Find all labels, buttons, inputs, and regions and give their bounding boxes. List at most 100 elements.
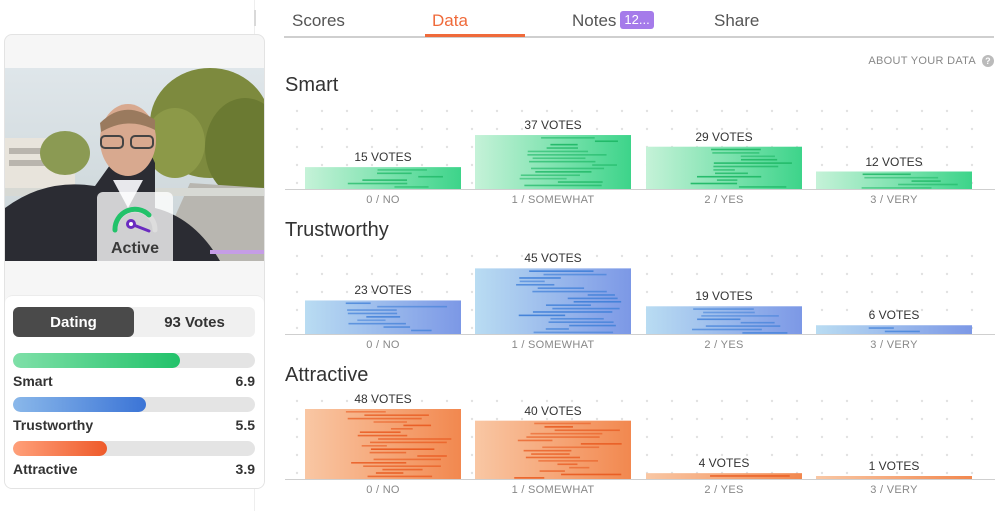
category-label: 0 / NO bbox=[366, 484, 400, 496]
category-label: 3 / VERY bbox=[870, 339, 918, 351]
bar[interactable] bbox=[305, 409, 461, 479]
bar-stripe bbox=[531, 453, 570, 455]
grid-dot bbox=[820, 417, 824, 421]
bar-stripe bbox=[377, 172, 412, 175]
bar-stripe bbox=[569, 324, 616, 327]
votes-tab[interactable]: 93 Votes bbox=[164, 313, 225, 331]
bar-stripe bbox=[573, 300, 622, 303]
bar-stripe bbox=[554, 429, 620, 432]
bar-stripe bbox=[550, 143, 578, 146]
grid-dot bbox=[920, 109, 924, 113]
grid-dot bbox=[970, 308, 974, 312]
grid-dot bbox=[895, 471, 899, 475]
grid-dot bbox=[370, 272, 374, 276]
grid-dot bbox=[770, 417, 774, 421]
bar-stripe bbox=[394, 186, 429, 188]
tab-label: Scores bbox=[292, 11, 345, 30]
bar-value-label: 40 VOTES bbox=[524, 403, 582, 418]
grid-dot bbox=[645, 435, 649, 439]
grid-dot bbox=[570, 254, 574, 258]
grid-dot bbox=[470, 326, 474, 330]
bar-stripe bbox=[527, 154, 607, 156]
grid-dot bbox=[695, 272, 699, 276]
bar-stripe bbox=[738, 186, 787, 188]
bar-stripe bbox=[373, 458, 441, 461]
grid-dot bbox=[470, 471, 474, 475]
tab-data[interactable]: Data bbox=[432, 11, 468, 31]
bar[interactable] bbox=[816, 476, 972, 479]
chart-trustworthy: 23 VOTES 0 / NO 45 VOTES 1 / SOMEWHAT 19 VOT… bbox=[285, 244, 995, 364]
bar-stripe bbox=[357, 434, 408, 437]
grid-dot bbox=[495, 109, 499, 113]
bar-stripe bbox=[587, 294, 615, 296]
grid-dot bbox=[620, 109, 624, 113]
profile-photo[interactable]: Active bbox=[5, 68, 264, 261]
status-label: Active bbox=[110, 240, 160, 257]
tab-scores[interactable]: Scores bbox=[292, 11, 345, 31]
grid-dot bbox=[645, 272, 649, 276]
bar[interactable] bbox=[646, 146, 802, 189]
grid-dot bbox=[945, 163, 949, 167]
bar-stripe bbox=[347, 309, 397, 311]
tab-label: Share bbox=[714, 11, 760, 30]
grid-dot bbox=[520, 399, 524, 403]
grid-dot bbox=[920, 435, 924, 439]
bar-stripe bbox=[532, 290, 607, 293]
bar-stripe bbox=[535, 171, 592, 173]
grid-dot bbox=[345, 109, 349, 113]
grid-dot bbox=[420, 127, 424, 131]
bar-value-label: 19 VOTES bbox=[695, 289, 753, 304]
grid-dot bbox=[720, 290, 724, 294]
grid-dot bbox=[845, 308, 849, 312]
grid-dot bbox=[745, 127, 749, 131]
grid-dot bbox=[895, 417, 899, 421]
bar[interactable] bbox=[475, 420, 631, 479]
grid-dot bbox=[345, 127, 349, 131]
grid-dot bbox=[770, 109, 774, 113]
grid-dot bbox=[420, 163, 424, 167]
grid-dot bbox=[395, 127, 399, 131]
grid-dot bbox=[470, 163, 474, 167]
about-data-link[interactable]: ABOUT YOUR DATA ? bbox=[868, 55, 994, 67]
grid-dot bbox=[870, 435, 874, 439]
grid-dot bbox=[545, 417, 549, 421]
bar-stripe bbox=[390, 428, 413, 430]
grid-dot bbox=[770, 399, 774, 403]
grid-dot bbox=[595, 399, 599, 403]
grid-dot bbox=[920, 399, 924, 403]
grid-dot bbox=[595, 254, 599, 258]
grid-dot bbox=[845, 453, 849, 457]
grid-dot bbox=[645, 290, 649, 294]
grid-dot bbox=[945, 109, 949, 113]
grid-dot bbox=[920, 272, 924, 276]
help-icon: ? bbox=[982, 55, 994, 67]
bar-stripe bbox=[403, 424, 432, 427]
grid-dot bbox=[695, 254, 699, 258]
stat-value: 6.9 bbox=[235, 373, 255, 389]
grid-dot bbox=[370, 399, 374, 403]
dating-tab[interactable]: Dating bbox=[13, 307, 134, 337]
grid-dot bbox=[320, 127, 324, 131]
bar[interactable] bbox=[305, 167, 461, 189]
grid-dot bbox=[395, 254, 399, 258]
bar-chart-svg bbox=[285, 254, 995, 335]
grid-dot bbox=[970, 254, 974, 258]
tab-notes[interactable]: Notes 12... bbox=[572, 11, 654, 31]
grid-dot bbox=[445, 109, 449, 113]
active-tab-indicator bbox=[425, 34, 525, 37]
grid-dot bbox=[570, 109, 574, 113]
grid-dot bbox=[345, 272, 349, 276]
bar-stripe bbox=[592, 164, 617, 166]
grid-dot bbox=[945, 254, 949, 258]
bar-stripe bbox=[557, 181, 603, 183]
stat-name: Trustworthy bbox=[13, 417, 94, 433]
bar-stripe bbox=[531, 167, 605, 170]
grid-dot bbox=[795, 435, 799, 439]
tab-share[interactable]: Share bbox=[714, 11, 759, 31]
profile-card: Active Dating 93 Votes Smart 6.9 Trustwo… bbox=[4, 34, 265, 489]
grid-dot bbox=[470, 145, 474, 149]
bar[interactable] bbox=[816, 325, 972, 334]
bar-stripe bbox=[545, 304, 591, 306]
bar-stripe bbox=[523, 449, 572, 452]
chart-smart: 15 VOTES 0 / NO 37 VOTES 1 / SOMEWHAT 29 VOT… bbox=[285, 99, 995, 219]
